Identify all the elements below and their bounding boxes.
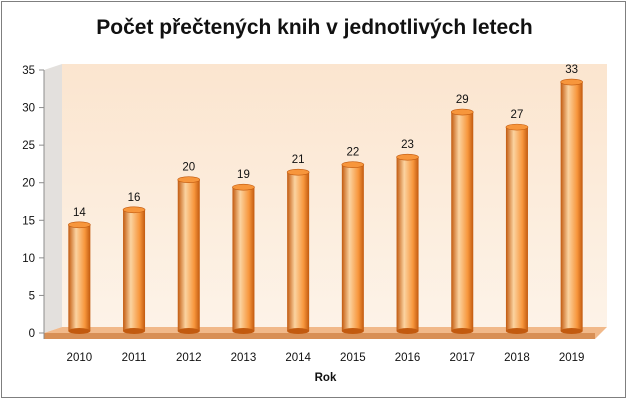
data-label: 21 (292, 154, 305, 166)
bar-top (68, 221, 91, 229)
y-tick-label: 10 (22, 253, 35, 265)
bar-body (68, 224, 91, 331)
bar-base (560, 328, 583, 334)
bar-base (341, 328, 364, 334)
bar-body (287, 172, 310, 331)
x-tick-label: 2018 (504, 352, 530, 364)
chart-title: Počet přečtených knih v jednotlivých let… (96, 16, 533, 39)
data-label: 22 (346, 147, 359, 159)
bar-base (123, 328, 146, 334)
x-tick-label: 2019 (559, 352, 585, 364)
bar-body (341, 164, 364, 331)
bar-base (287, 328, 310, 334)
data-label: 27 (511, 109, 524, 121)
bar-top (286, 168, 310, 176)
data-label: 19 (237, 169, 250, 181)
x-tick-label: 2014 (285, 352, 311, 364)
bar-top (396, 153, 419, 161)
bar-body (396, 157, 419, 331)
data-label: 16 (128, 192, 141, 204)
y-tick-label: 15 (22, 215, 35, 227)
data-label: 14 (73, 207, 86, 219)
x-tick-label: 2012 (176, 352, 202, 364)
bar (560, 78, 583, 334)
bar (396, 153, 419, 334)
x-tick-label: 2013 (231, 352, 257, 364)
data-label: 33 (565, 64, 578, 76)
x-tick-label: 2015 (340, 352, 366, 364)
bar-top (122, 206, 146, 214)
floor-front (44, 333, 595, 339)
bar-base (396, 328, 419, 334)
bar (505, 123, 529, 334)
bar-base (232, 328, 255, 334)
y-tick-label: 25 (22, 140, 35, 152)
bar-base (177, 328, 200, 334)
y-tick-label: 30 (22, 103, 35, 115)
bar (177, 176, 201, 334)
data-label: 29 (456, 94, 469, 106)
y-tick-label: 35 (22, 65, 35, 77)
x-axis-title: Rok (315, 372, 337, 384)
bar-top (341, 161, 365, 168)
x-tick-label: 2011 (122, 352, 147, 364)
side-wall (44, 64, 62, 333)
y-tick-label: 0 (29, 328, 35, 340)
bar (122, 206, 146, 334)
bar-body (505, 127, 528, 331)
bar-top (232, 183, 255, 191)
y-tick-label: 5 (29, 290, 35, 302)
bar-body (560, 82, 583, 332)
bar-body (177, 179, 200, 331)
bar-body (232, 187, 255, 331)
bar-body (451, 112, 474, 331)
bar-top (505, 123, 529, 131)
data-label: 23 (401, 139, 414, 151)
bar (232, 183, 255, 334)
x-tick-label: 2010 (67, 352, 93, 364)
data-label: 20 (182, 162, 195, 174)
bar-base (505, 328, 528, 334)
bar (450, 108, 474, 334)
y-tick-label: 20 (22, 178, 35, 190)
bar (286, 168, 310, 334)
bar-base (451, 328, 474, 334)
bar-base (68, 328, 91, 334)
bar (68, 221, 91, 334)
bar-body (123, 209, 146, 331)
x-tick-label: 2017 (449, 352, 475, 364)
bar (341, 161, 365, 334)
bar-top (560, 78, 583, 86)
bar-top (177, 176, 201, 184)
x-tick-label: 2016 (395, 352, 421, 364)
bar-top (450, 108, 474, 116)
